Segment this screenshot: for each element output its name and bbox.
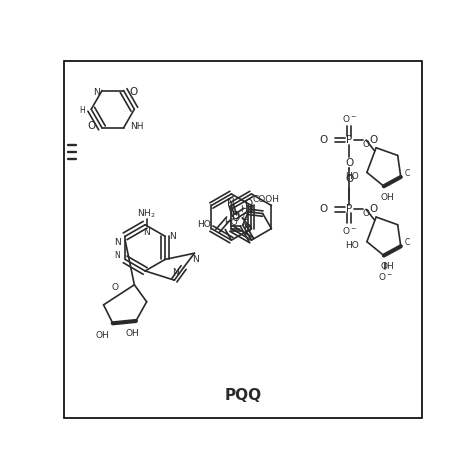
Text: HO: HO <box>198 220 211 229</box>
Text: P: P <box>346 135 352 145</box>
Text: O: O <box>244 199 253 209</box>
Text: O: O <box>345 173 353 183</box>
Text: O: O <box>369 204 377 214</box>
Text: N: N <box>173 268 179 277</box>
Text: O: O <box>369 135 377 145</box>
Text: O: O <box>231 213 239 223</box>
Text: C: C <box>404 169 410 178</box>
Text: C: C <box>404 238 410 247</box>
Text: PQQ: PQQ <box>224 388 262 403</box>
Text: N: N <box>93 88 100 97</box>
Text: O: O <box>130 87 138 97</box>
Text: OH: OH <box>125 329 139 338</box>
Text: NH$_2$: NH$_2$ <box>137 208 156 220</box>
Text: N: N <box>143 228 150 237</box>
Text: N: N <box>170 232 176 241</box>
Text: O: O <box>345 158 353 168</box>
Text: O$^-$: O$^-$ <box>378 271 393 282</box>
Text: NH: NH <box>130 122 143 131</box>
Text: COOH: COOH <box>252 195 279 204</box>
Text: O: O <box>88 121 96 131</box>
Text: O: O <box>244 224 252 234</box>
Text: N: N <box>114 238 121 247</box>
Text: O: O <box>363 210 370 219</box>
Text: O: O <box>319 135 328 145</box>
Text: OH: OH <box>95 331 109 340</box>
Text: O: O <box>111 283 118 292</box>
Text: N: N <box>228 198 235 208</box>
Text: P: P <box>346 204 352 214</box>
Text: OH: OH <box>380 192 394 201</box>
Text: HN: HN <box>240 205 254 214</box>
Text: O$^-$: O$^-$ <box>342 113 357 124</box>
Text: O: O <box>319 204 328 214</box>
Text: C: C <box>243 212 248 221</box>
Text: HO: HO <box>224 218 237 227</box>
Text: O$^-$: O$^-$ <box>342 226 357 237</box>
Text: O: O <box>363 140 370 149</box>
Text: HO: HO <box>346 172 359 181</box>
Text: N: N <box>115 251 120 260</box>
Text: H: H <box>79 106 85 115</box>
Text: HO: HO <box>346 241 359 250</box>
Text: OH: OH <box>380 262 394 271</box>
Text: N: N <box>192 255 199 264</box>
Text: O: O <box>232 210 240 220</box>
